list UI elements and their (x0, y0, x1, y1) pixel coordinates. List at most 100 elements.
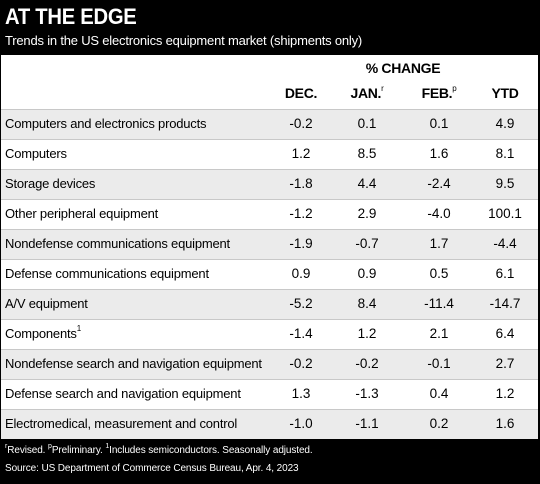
percent-change-header: % CHANGE (365, 60, 441, 76)
cell-feb: 0.4 (429, 386, 449, 401)
column-header-label: JAN. (350, 85, 382, 101)
row-label: Nondefense communications equipment (5, 236, 230, 251)
column-header-dec: DEC. (271, 85, 331, 101)
cell-feb: 1.7 (429, 236, 449, 251)
row-label-text: A/V equipment (5, 296, 88, 311)
row-label: Other peripheral equipment (5, 206, 158, 221)
footnote-text: Preliminary. (51, 445, 106, 456)
row-label-text: Components (5, 326, 77, 341)
cell-feb: 0.5 (429, 266, 449, 281)
cell-feb: 0.2 (429, 416, 449, 431)
cell-ytd: -14.7 (489, 296, 521, 311)
cell-feb: -0.1 (427, 356, 451, 371)
footnote-marker: r (5, 443, 8, 450)
cell-ytd: 9.5 (495, 176, 515, 191)
cell-ytd: 1.2 (495, 386, 515, 401)
row-label-text: Other peripheral equipment (5, 206, 159, 221)
row-label-text: Nondefense communications equipment (5, 236, 230, 251)
column-header-label: FEB. (421, 85, 453, 101)
table-panel: % CHANGE DEC. JAN.r FEB.p YTD Computers … (0, 54, 539, 439)
cell-ytd: 4.9 (495, 116, 515, 131)
cell-feb: 2.1 (429, 326, 449, 341)
table-row: Other peripheral equipment -1.2 2.9 -4.0… (1, 199, 538, 229)
column-header-jan: JAN.r (337, 84, 397, 101)
column-header-label: DEC. (284, 85, 318, 101)
row-label-marker: 1 (76, 324, 81, 333)
row-label: Storage devices (5, 176, 95, 191)
cell-jan: 0.9 (357, 266, 377, 281)
cell-jan: -0.2 (355, 356, 379, 371)
row-label-text: Computers and electronics products (5, 116, 207, 131)
cell-jan: 1.2 (357, 326, 377, 341)
cell-dec: -5.2 (289, 296, 313, 311)
cell-ytd: 8.1 (495, 146, 515, 161)
cell-ytd: -4.4 (493, 236, 517, 251)
cell-feb: -4.0 (427, 206, 451, 221)
cell-jan: 0.1 (357, 116, 377, 131)
column-header-feb: FEB.p (409, 84, 469, 101)
cell-dec: -1.8 (289, 176, 313, 191)
footnote-marker: p (48, 443, 52, 450)
row-label-text: Computers (5, 146, 67, 161)
table-row: Electromedical, measurement and control … (1, 409, 538, 439)
cell-dec: -1.4 (289, 326, 313, 341)
cell-feb: -2.4 (427, 176, 451, 191)
footnote-text: Revised. (7, 445, 49, 456)
cell-feb: -11.4 (424, 296, 454, 311)
row-label-text: Defense communications equipment (5, 266, 209, 281)
source-line: Source: US Department of Commerce Census… (5, 463, 299, 474)
row-label-text: Storage devices (5, 176, 96, 191)
cell-ytd: 6.4 (495, 326, 515, 341)
table-row: Defense communications equipment 0.9 0.9… (1, 259, 538, 289)
cell-dec: -1.9 (289, 236, 313, 251)
row-label: Components1 (5, 324, 81, 341)
table-row: Nondefense communications equipment -1.9… (1, 229, 538, 259)
cell-dec: -1.2 (289, 206, 313, 221)
cell-jan: 4.4 (357, 176, 377, 191)
cell-dec: 1.2 (291, 146, 311, 161)
column-header-ytd: YTD (475, 85, 535, 101)
cell-jan: -0.7 (355, 236, 379, 251)
page-subtitle: Trends in the US electronics equipment m… (5, 33, 363, 48)
cell-jan: -1.3 (355, 386, 379, 401)
row-label: A/V equipment (5, 296, 88, 311)
row-label: Defense search and navigation equipment (5, 386, 241, 401)
row-label-text: Nondefense search and navigation equipme… (5, 356, 262, 371)
cell-dec: 1.3 (291, 386, 311, 401)
cell-jan: 8.4 (357, 296, 377, 311)
table-row: Nondefense search and navigation equipme… (1, 349, 538, 379)
cell-feb: 1.6 (429, 146, 449, 161)
cell-ytd: 6.1 (495, 266, 515, 281)
cell-dec: -1.0 (289, 416, 313, 431)
cell-feb: 0.1 (429, 116, 449, 131)
cell-jan: 8.5 (357, 146, 377, 161)
column-header-label: YTD (491, 85, 519, 101)
page-title: AT THE EDGE (5, 4, 137, 29)
row-label-text: Electromedical, measurement and control (5, 416, 238, 431)
table-row: Computers and electronics products -0.2 … (1, 109, 538, 139)
cell-dec: -0.2 (289, 356, 313, 371)
table-row: Storage devices -1.8 4.4 -2.4 9.5 (1, 169, 538, 199)
cell-jan: 2.9 (357, 206, 377, 221)
row-label: Computers and electronics products (5, 116, 207, 131)
table-row: A/V equipment -5.2 8.4 -11.4 -14.7 (1, 289, 538, 319)
cell-ytd: 2.7 (495, 356, 515, 371)
cell-ytd: 100.1 (488, 206, 522, 221)
row-label: Computers (5, 146, 67, 161)
cell-dec: -0.2 (289, 116, 313, 131)
cell-ytd: 1.6 (495, 416, 515, 431)
footnotes: rRevised. pPreliminary. 1Includes semico… (5, 443, 313, 456)
table-row: Computers 1.2 8.5 1.6 8.1 (1, 139, 538, 169)
cell-jan: -1.1 (355, 416, 379, 431)
table-row: Defense search and navigation equipment … (1, 379, 538, 409)
row-label-text: Defense search and navigation equipment (5, 386, 241, 401)
cell-dec: 0.9 (291, 266, 311, 281)
row-label: Defense communications equipment (5, 266, 209, 281)
footnote-marker: 1 (105, 443, 110, 450)
table-row: Components1 -1.4 1.2 2.1 6.4 (1, 319, 538, 349)
row-label: Electromedical, measurement and control (5, 416, 237, 431)
column-header-marker: p (452, 84, 457, 93)
footnote-text: Includes semiconductors. Seasonally adju… (109, 445, 313, 456)
column-header-marker: r (381, 84, 384, 93)
